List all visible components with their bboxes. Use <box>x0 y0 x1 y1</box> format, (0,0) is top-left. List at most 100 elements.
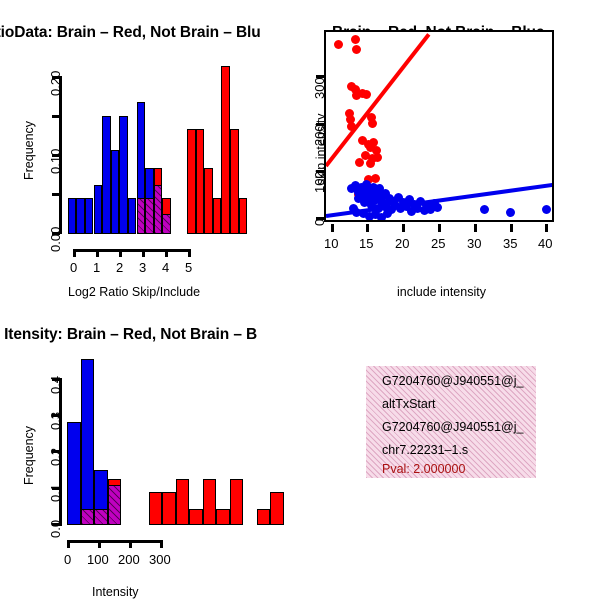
hi-ytick-04 <box>52 378 60 381</box>
histogram-intensity-ytick-3: 0.3 <box>48 411 63 430</box>
scatter-ytick-200: 200 <box>312 124 327 146</box>
scatter-point-red <box>365 159 375 168</box>
annotation-line-probe-id: G7204760@J940551@j_ <box>382 420 524 434</box>
bar-red-0 <box>187 128 196 234</box>
panel-annotation: G7204760@J940551@j_ altTxStart G7204760@… <box>300 300 600 600</box>
scatter-point-blue <box>542 204 552 214</box>
scatter-point-blue <box>361 179 371 189</box>
bar-red-i2 <box>175 478 189 525</box>
scatter-point-blue <box>480 204 490 214</box>
annotation-line-locus: chr7.22231–1.s <box>382 443 469 457</box>
histogram-ratio-ytick-2: 0.10 <box>48 148 63 174</box>
scatter-xtick-30: 30 <box>467 236 482 251</box>
sc-ytick-300 <box>316 75 324 78</box>
ytick-015 <box>52 115 60 118</box>
bar-red-i6 <box>229 478 244 525</box>
histogram-intensity-ytick-1: 0.1 <box>48 483 63 502</box>
xtick-r3 <box>142 249 145 257</box>
scatter-point-blue <box>367 190 377 200</box>
scatter-xtick-10: 10 <box>324 236 339 251</box>
scatter-point-red <box>358 135 367 145</box>
scatter-point-blue <box>354 194 364 203</box>
panel-histogram-intensity-title: ne Itensity: Brain – Red, Not Brain – B <box>0 326 258 343</box>
ytick-010 <box>52 154 60 157</box>
sc-xtick-10 <box>331 224 334 232</box>
bar-purple-i1 <box>94 508 108 525</box>
histogram-intensity-ytick-0: 0.0 <box>48 519 63 538</box>
hi-ytick-00 <box>52 523 60 526</box>
bar-blue-6 <box>119 116 128 234</box>
scatter-xtick-35: 35 <box>503 236 518 251</box>
bar-blue-2 <box>84 198 94 234</box>
annotation-line-event-type: altTxStart <box>382 397 436 411</box>
bar-purple-1 <box>145 198 154 234</box>
scatter-point-blue <box>505 207 515 217</box>
scatter-point-blue <box>375 184 385 194</box>
bar-red-i8 <box>270 491 284 525</box>
scatter-xtick-15: 15 <box>359 236 374 251</box>
bar-blue-i1 <box>80 358 95 525</box>
scatter-point-blue <box>416 196 425 206</box>
scatter-point-blue <box>386 204 396 214</box>
bar-red-5 <box>230 128 239 234</box>
scatter-point-blue <box>369 182 378 192</box>
ytick-020 <box>52 76 60 79</box>
histogram-ratio-bars <box>66 60 266 234</box>
sc-xtick-20 <box>402 224 405 232</box>
histogram-intensity-ytick-2: 0.2 <box>48 447 63 466</box>
histogram-intensity-bars <box>62 358 284 525</box>
ytick-005 <box>52 193 60 196</box>
bar-red-i7 <box>256 508 271 525</box>
histogram-ratio-ytick-0: 0.00 <box>48 226 63 252</box>
sc-xtick-15 <box>366 224 369 232</box>
bar-red-2 <box>204 168 213 234</box>
sc-xtick-35 <box>510 224 513 232</box>
scatter-point-red <box>333 40 343 49</box>
annotation-box: G7204760@J940551@j_ altTxStart G7204760@… <box>366 366 536 478</box>
scatter-point-blue <box>382 198 392 208</box>
histogram-ratio-ylabel: Frequency <box>22 120 36 180</box>
scatter-point-red <box>351 45 361 55</box>
scatter-point-red <box>367 118 377 128</box>
sc-ytick-0 <box>316 217 324 220</box>
bar-purple-i0 <box>80 508 95 525</box>
scatter-point-blue <box>364 194 374 204</box>
bar-blue-5 <box>110 149 120 234</box>
scatter-point-blue <box>413 203 423 213</box>
hi-ytick-03 <box>52 414 60 417</box>
sc-ytick-200 <box>316 123 324 126</box>
ytick-000 <box>52 232 60 235</box>
histogram-ratio-xtick-1: 1 <box>93 260 101 275</box>
hi-xtick-0 <box>67 540 70 548</box>
scatter-point-blue <box>376 196 386 206</box>
scatter-point-red <box>345 109 355 118</box>
xtick-r2 <box>119 249 122 257</box>
scatter-point-red <box>360 151 370 161</box>
histogram-intensity-xtick-100: 100 <box>87 552 109 567</box>
bar-purple-2 <box>153 185 163 234</box>
histogram-intensity-ylabel: Frequency <box>22 425 36 485</box>
scatter-point-red <box>355 158 365 167</box>
scatter-point-red <box>372 146 382 156</box>
scatter-point-red <box>361 89 371 99</box>
scatter-point-red <box>350 85 360 95</box>
scatter-point-blue <box>396 203 405 213</box>
scatter-ytick-100: 100 <box>312 171 327 193</box>
panel-histogram-intensity: ne Itensity: Brain – Red, Not Brain – B … <box>0 300 300 600</box>
histogram-ratio-xtick-4: 4 <box>162 260 170 275</box>
scatter-point-red <box>373 153 383 163</box>
bar-red-i1 <box>162 491 176 525</box>
scatter-point-blue <box>407 206 417 216</box>
histogram-ratio-xlabel: Log2 Ratio Skip/Include <box>68 285 201 299</box>
xtick-r0 <box>73 249 76 257</box>
scatter-point-blue <box>380 189 390 199</box>
panel-histogram-ratio-title: RatioData: Brain – Red, Not Brain – Blu <box>0 24 261 41</box>
hi-ytick-01 <box>52 487 60 490</box>
histogram-ratio-xtick-5: 5 <box>185 260 193 275</box>
scatter-ytick-0: 0 <box>312 218 327 226</box>
scatter-point-blue <box>376 213 386 220</box>
bar-blue-3 <box>93 185 103 234</box>
bar-red-4 <box>221 65 230 234</box>
scatter-point-red <box>350 35 360 45</box>
